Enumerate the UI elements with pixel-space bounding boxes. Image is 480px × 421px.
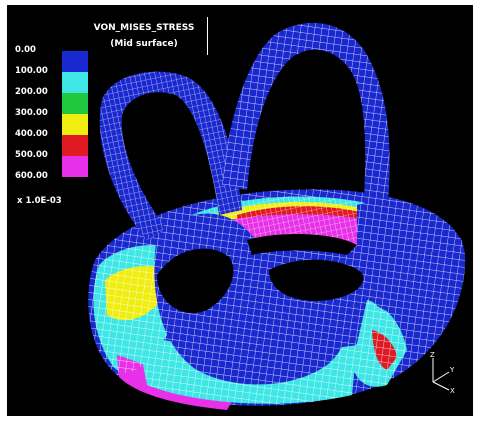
fem-viewport: VON_MISES_STRESS (Mid surface) 0.00 100.… <box>7 5 473 416</box>
back-orifice <box>247 233 357 255</box>
legend-multiplier: x 1.0E-03 <box>17 196 62 206</box>
axis-label-y: Y <box>449 366 455 374</box>
plot-title-block: VON_MISES_STRESS (Mid surface) <box>69 20 219 52</box>
legend-swatch-yellow <box>62 114 88 135</box>
valve-mesh-scene <box>88 22 466 410</box>
left-orifice <box>157 248 234 314</box>
axis-label-z: Z <box>430 351 435 359</box>
legend-tick-2: 200.00 <box>15 87 48 97</box>
legend-tick-6: 600.00 <box>15 171 48 181</box>
legend-swatch-magenta <box>62 156 88 177</box>
legend-tick-3: 300.00 <box>15 108 48 118</box>
right-orifice <box>269 259 364 301</box>
legend-tick-1: 100.00 <box>15 66 48 76</box>
plot-subtitle: (Mid surface) <box>110 39 178 49</box>
axis-triad-icon: Z Y X <box>430 351 455 395</box>
legend-tick-5: 500.00 <box>15 150 48 160</box>
legend-swatch-green <box>62 93 88 114</box>
legend-swatch-blue <box>62 51 88 72</box>
legend-swatch-red <box>62 135 88 156</box>
plot-title: VON_MISES_STRESS <box>93 23 195 33</box>
stress-legend: 0.00 100.00 200.00 300.00 400.00 500.00 … <box>15 45 95 225</box>
title-divider <box>207 17 208 55</box>
legend-tick-4: 400.00 <box>15 129 48 139</box>
axis-label-x: X <box>450 387 455 395</box>
legend-tick-0: 0.00 <box>15 45 36 55</box>
legend-swatch-cyan <box>62 72 88 93</box>
